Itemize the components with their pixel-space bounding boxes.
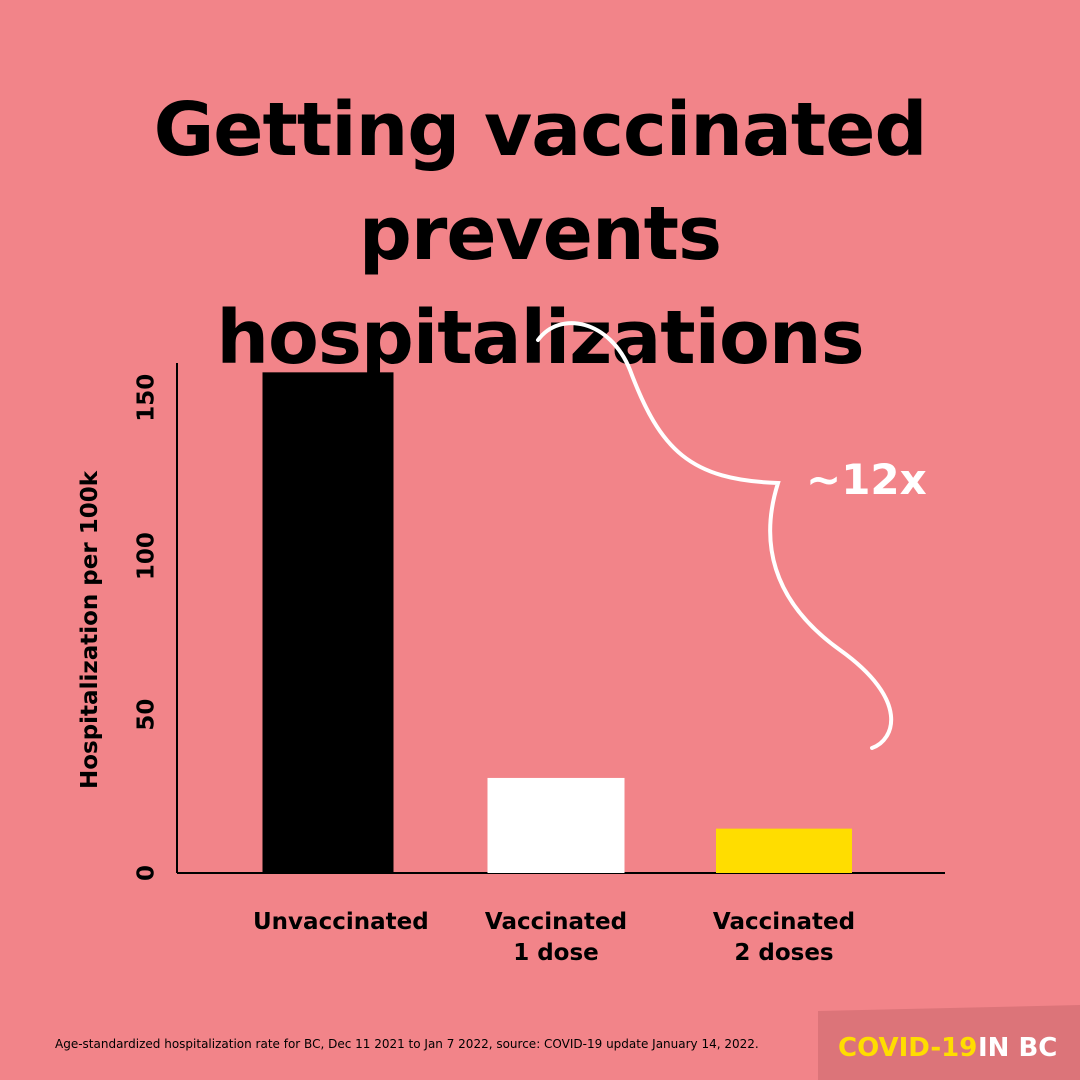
y-tick-label: 0 xyxy=(134,865,160,881)
y-tick-label: 100 xyxy=(134,532,160,580)
footnote: Age-standardized hospitalization rate fo… xyxy=(55,1037,759,1051)
chart-title: Getting vaccinated prevents hospitalizat… xyxy=(153,87,928,381)
brand: COVID-19 IN BC xyxy=(818,1005,1080,1080)
x-tick-label: Vaccinated 2 doses xyxy=(712,909,856,966)
y-tick-label: 150 xyxy=(134,374,160,422)
x-tick-label: Unvaccinated xyxy=(253,909,429,935)
annotation: ~12x xyxy=(806,455,927,504)
bar xyxy=(716,828,852,873)
y-tick-label: 50 xyxy=(134,699,160,731)
x-tick-label: Vaccinated 1 dose xyxy=(484,909,628,966)
bar xyxy=(487,777,625,873)
brand-highlight: COVID-19 xyxy=(838,1033,978,1063)
brace xyxy=(536,321,894,750)
brand-rest: IN BC xyxy=(978,1033,1058,1063)
bar xyxy=(262,372,394,873)
